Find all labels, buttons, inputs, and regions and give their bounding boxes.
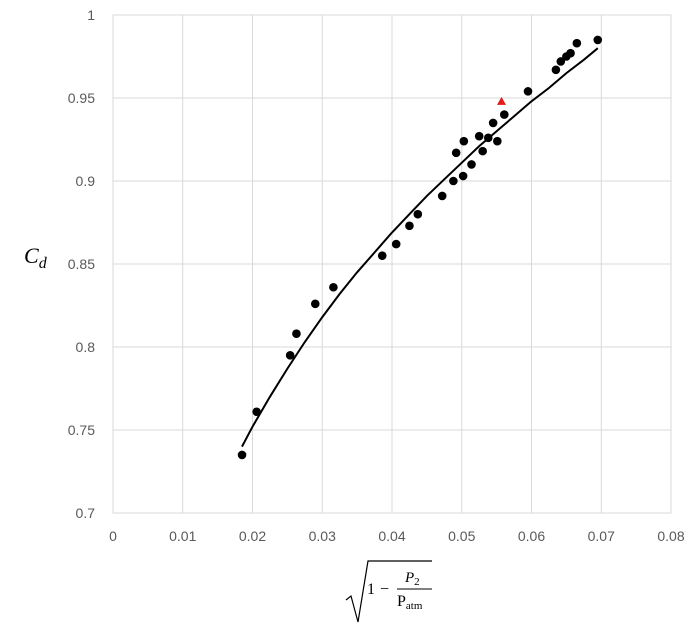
data-point	[437, 191, 447, 201]
y-tick-label: 1	[87, 7, 95, 23]
data-point	[551, 65, 561, 75]
data-point	[329, 282, 338, 292]
data-point	[488, 118, 498, 128]
data-point	[237, 450, 247, 460]
data-point	[474, 131, 484, 141]
data-point	[285, 351, 295, 360]
data-point	[572, 38, 582, 48]
sqrt-symbol	[345, 560, 432, 623]
x-label-one: 1	[367, 581, 375, 598]
data-point	[483, 133, 493, 143]
data-point-triangle	[497, 96, 507, 105]
grid	[112, 14, 672, 514]
data-point	[391, 239, 401, 249]
x-tick-label: 0.07	[588, 528, 615, 544]
x-label-numerator-main: P	[404, 570, 414, 586]
data-point	[523, 87, 533, 96]
x-tick-label: 0.02	[239, 528, 266, 544]
y-tick-label: 0.9	[76, 173, 96, 189]
x-tick-label: 0	[109, 528, 117, 544]
data-point	[593, 35, 603, 45]
data-point	[478, 146, 487, 156]
data-point	[377, 251, 387, 260]
y-tick-label: 0.7	[76, 505, 96, 521]
x-label-numerator-sub: 2	[414, 576, 420, 588]
x-label-denominator-main: P	[397, 593, 406, 610]
data-point	[566, 48, 575, 58]
x-tick-label: 0.05	[448, 528, 475, 544]
x-tick-label: 0.08	[657, 528, 684, 544]
y-axis-label: Cd	[24, 243, 48, 272]
y-axis-label-main: C	[24, 243, 39, 268]
y-tick-label: 0.95	[68, 90, 95, 106]
y-tick-label: 0.8	[76, 339, 96, 355]
x-tick-label: 0.01	[169, 528, 196, 544]
data-point	[458, 171, 468, 181]
x-tick-label: 0.03	[309, 528, 336, 544]
y-axis-label-sub: d	[39, 255, 48, 272]
x-label-denominator-sub: atm	[406, 600, 423, 612]
x-label-numerator: P2	[404, 570, 420, 588]
data-point	[413, 209, 423, 219]
x-tick-label: 0.04	[378, 528, 405, 544]
x-label-denominator: Patm	[397, 593, 423, 612]
data-point	[467, 160, 476, 169]
y-tick-label: 0.75	[68, 422, 95, 438]
y-tick-label: 0.85	[68, 256, 95, 272]
data-point	[556, 57, 566, 66]
data-point	[449, 176, 458, 186]
fit-curve	[241, 47, 599, 448]
x-tick-labels: 0 0.01 0.02 0.03 0.04 0.05 0.06 0.07 0.08	[109, 528, 685, 544]
data-point	[459, 136, 469, 146]
data-points	[237, 35, 603, 460]
y-tick-labels: 0.7 0.75 0.8 0.85 0.9 0.95 1	[68, 7, 95, 521]
data-point	[310, 299, 320, 309]
data-point	[405, 221, 414, 231]
data-point	[499, 110, 509, 119]
data-point	[451, 148, 461, 158]
data-point	[292, 329, 301, 339]
x-axis-label: 1 − P2 Patm	[345, 560, 432, 623]
x-label-minus: −	[380, 581, 389, 598]
data-point	[493, 136, 502, 146]
data-point	[252, 407, 261, 417]
fit-curve-layer	[241, 47, 599, 448]
x-tick-label: 0.06	[518, 528, 545, 544]
